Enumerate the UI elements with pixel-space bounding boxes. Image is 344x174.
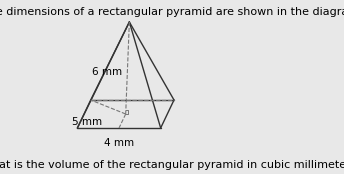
Text: The dimensions of a rectangular pyramid are shown in the diagram.: The dimensions of a rectangular pyramid … <box>0 7 344 17</box>
Text: 4 mm: 4 mm <box>104 138 134 148</box>
Text: 6 mm: 6 mm <box>92 67 122 77</box>
Text: What is the volume of the rectangular pyramid in cubic millimeters?: What is the volume of the rectangular py… <box>0 160 344 170</box>
Text: 5 mm: 5 mm <box>72 117 102 127</box>
